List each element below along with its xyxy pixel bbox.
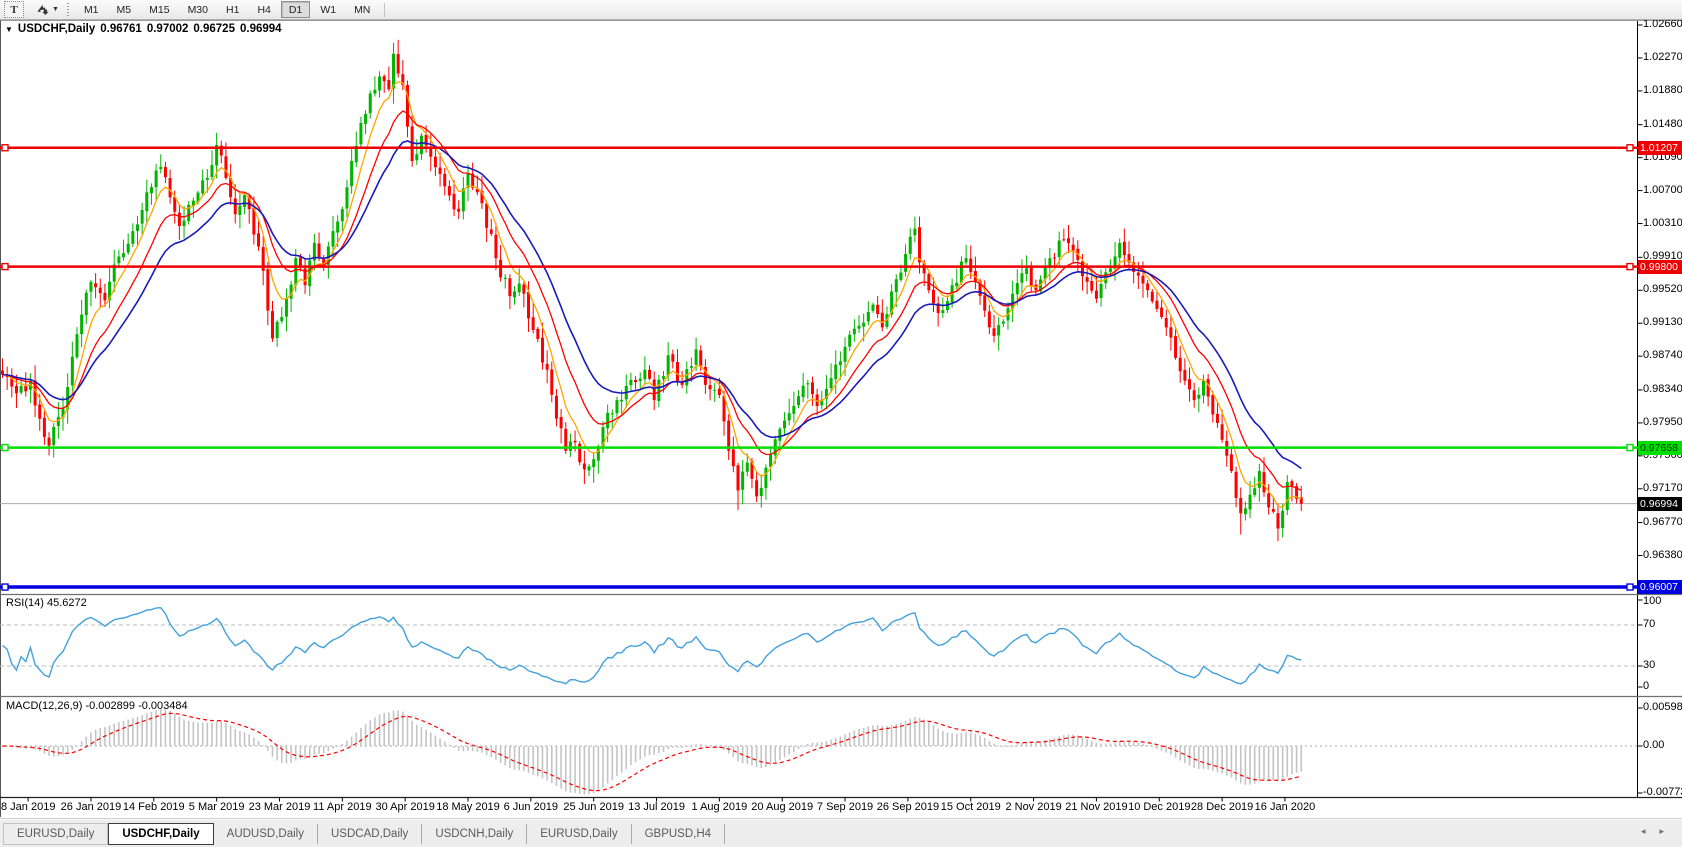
- chart-tab-usdcad-daily[interactable]: USDCAD,Daily: [318, 824, 423, 844]
- rsi-label: RSI(14) 45.6272: [6, 597, 87, 609]
- date-axis-label: 21 Nov 2019: [1065, 801, 1128, 813]
- date-axis-label: 8 Jan 2019: [1, 801, 56, 813]
- timeframe-toolbar: M1 M5 M15 M30 H1 H4 D1 W1 MN: [75, 1, 379, 18]
- price-axis-tick: 0.99130: [1643, 316, 1682, 329]
- macd-scale-label: 0.00: [1643, 739, 1665, 751]
- date-axis-label: 13 Jul 2019: [628, 801, 685, 813]
- text-tool-button[interactable]: T: [4, 1, 24, 18]
- timeframe-button-m30[interactable]: M30: [187, 3, 208, 16]
- price-axis-tick: 1.02660: [1643, 18, 1682, 30]
- macd-label: MACD(12,26,9) -0.002899 -0.003484: [6, 700, 188, 712]
- chart-tab-bar: EURUSD,Daily USDCHF,Daily AUDUSD,Daily USDC…: [0, 818, 1682, 847]
- macd-scale-label: 0.005986: [1643, 701, 1682, 713]
- timeframe-button-w1[interactable]: W1: [320, 3, 337, 16]
- timeframe-button-mn[interactable]: MN: [354, 3, 371, 16]
- tabs: EURUSD,Daily USDCHF,Daily AUDUSD,Daily USDC…: [0, 822, 726, 845]
- date-axis-label: 16 Jan 2020: [1254, 801, 1316, 813]
- date-axis-label: 10 Dec 2019: [1128, 801, 1191, 813]
- price-axis-tick: 1.02270: [1643, 50, 1682, 63]
- price-axis-tick: 0.97950: [1643, 415, 1682, 428]
- ohlc-high: 0.97002: [146, 23, 189, 35]
- timeframe-button-m15[interactable]: M15: [149, 3, 170, 16]
- timeframe-button-h4[interactable]: H4: [257, 3, 271, 16]
- price-axis-tick: 1.01480: [1643, 117, 1682, 130]
- date-axis-label: 26 Jan 2019: [60, 801, 122, 813]
- top-toolbar: T ▼ M1 M5 M15 M30 H1 H4 D1 W1 MN: [0, 0, 1682, 20]
- price-axis-tick: 0.98340: [1643, 382, 1682, 395]
- price-axis-tick: 0.96770: [1643, 515, 1682, 528]
- level-price-tag: 1.01207: [1638, 140, 1682, 155]
- date-axis-label: 1 Aug 2019: [691, 801, 748, 813]
- chart-title: ▼ USDCHF,Daily 0.96761 0.97002 0.96725 0…: [5, 23, 282, 35]
- price-axis-tick: 1.00700: [1643, 183, 1682, 196]
- price-axis-tick: 0.97170: [1643, 481, 1682, 494]
- date-axis-label: 20 Aug 2019: [751, 801, 814, 813]
- date-axis-label: 7 Sep 2019: [816, 801, 874, 813]
- chart-tab-eurusd-daily[interactable]: EURUSD,Daily: [527, 824, 632, 844]
- date-axis-label: 11 Apr 2019: [313, 801, 372, 813]
- date-axis-label: 23 Mar 2019: [248, 801, 311, 813]
- price-axis-tick: 1.00310: [1643, 216, 1682, 229]
- ohlc-open: 0.96761: [100, 23, 142, 35]
- ohlc-low: 0.96725: [193, 23, 235, 35]
- level-price-tag: 0.97658: [1638, 440, 1682, 455]
- date-axis-label: 26 Sep 2019: [876, 801, 940, 813]
- level-price-tag: 0.96007: [1638, 580, 1682, 595]
- chart-shift-icon[interactable]: [34, 2, 50, 17]
- ohlc-close: 0.96994: [239, 23, 282, 35]
- chart-symbol: USDCHF,Daily: [17, 23, 96, 35]
- rsi-scale-label: 70: [1643, 618, 1656, 630]
- macd-scale-label: -0.007737: [1643, 786, 1682, 798]
- rsi-scale-label: 30: [1643, 659, 1656, 671]
- chevron-down-icon[interactable]: ▼: [52, 6, 59, 13]
- toolbar-grip[interactable]: [66, 2, 69, 17]
- timeframe-button-h1[interactable]: H1: [226, 3, 240, 16]
- chart-tab-usdchf-daily[interactable]: USDCHF,Daily: [108, 823, 214, 845]
- date-axis-label: 2 Nov 2019: [1005, 801, 1062, 813]
- symbol-dropdown-icon[interactable]: ▼: [5, 24, 13, 34]
- date-axis-label: 25 Jun 2019: [563, 801, 624, 813]
- toolbar-separator: [384, 2, 386, 17]
- current-price-tag: 0.96994: [1638, 496, 1682, 511]
- chart-tab-eurusd-daily[interactable]: EURUSD,Daily: [3, 823, 109, 845]
- price-axis-tick: 0.99520: [1643, 283, 1682, 296]
- price-axis-tick: 0.96380: [1643, 548, 1682, 561]
- chart-tab-audusd-daily[interactable]: AUDUSD,Daily: [214, 824, 318, 844]
- date-axis-label: 14 Feb 2019: [122, 801, 185, 813]
- date-axis-label: 15 Oct 2019: [940, 801, 1001, 813]
- chart-tab-usdcnh-daily[interactable]: USDCNH,Daily: [422, 824, 528, 844]
- tab-scroll-right-icon[interactable]: ▸: [1659, 826, 1664, 836]
- date-axis-label: 18 May 2019: [436, 801, 500, 813]
- rsi-scale-label: 100: [1643, 595, 1662, 607]
- timeframe-button-d1[interactable]: D1: [280, 1, 311, 18]
- date-axis-label: 5 Mar 2019: [188, 801, 245, 813]
- rsi-scale-label: 0: [1643, 680, 1650, 692]
- chart-tab-gbpusd-h4[interactable]: GBPUSD,H4: [632, 824, 726, 844]
- date-axis-label: 28 Dec 2019: [1190, 801, 1254, 813]
- price-axis-tick: 0.99910: [1643, 250, 1682, 263]
- level-price-tag: 0.99800: [1638, 259, 1682, 274]
- timeframe-button-m1[interactable]: M1: [83, 3, 99, 16]
- tab-scroll-left-icon[interactable]: ◂: [1640, 826, 1646, 836]
- price-axis-tick: 0.98740: [1643, 349, 1682, 362]
- date-axis-label: 6 Jun 2019: [503, 801, 559, 813]
- tab-scroll-nav: ◂ ▸: [1641, 826, 1664, 837]
- price-axis-tick: 1.01880: [1643, 83, 1682, 96]
- timeframe-button-m5[interactable]: M5: [116, 3, 132, 16]
- date-axis-label: 30 Apr 2019: [375, 801, 435, 813]
- shift-arrows-icon: [36, 4, 49, 15]
